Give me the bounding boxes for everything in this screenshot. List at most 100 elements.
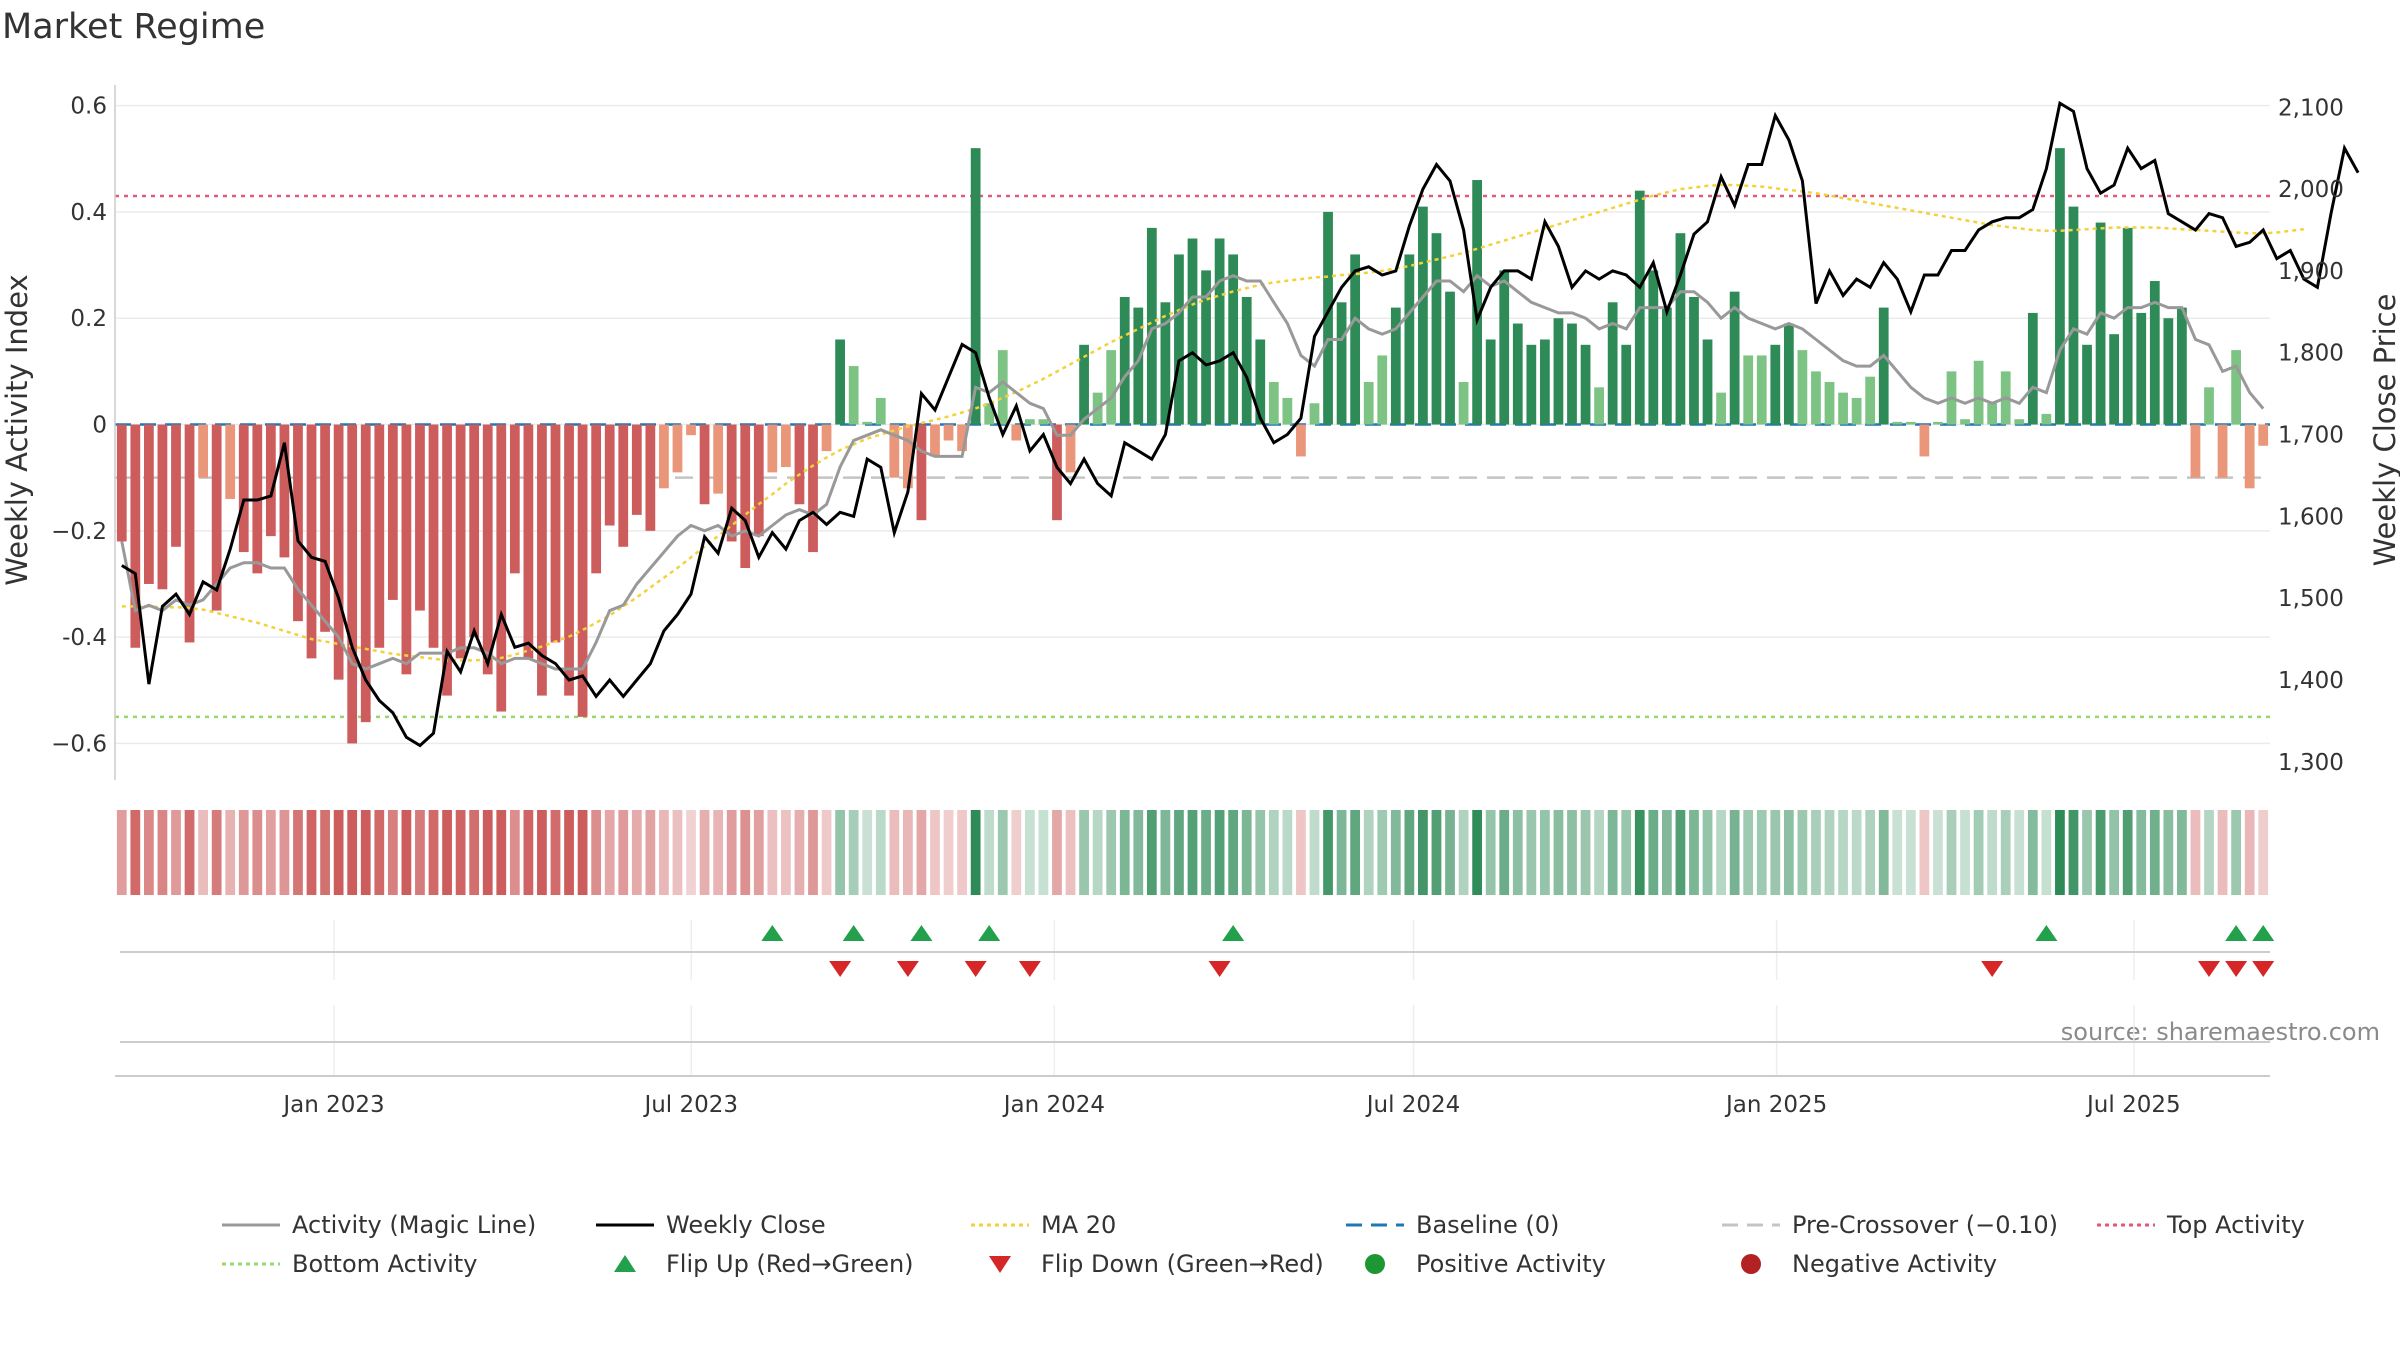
regime-cell <box>1079 810 1089 895</box>
flip-down-marker <box>1208 961 1231 977</box>
regime-cell <box>1756 810 1767 895</box>
regime-cell <box>930 810 940 895</box>
activity-bar <box>2217 424 2228 478</box>
activity-bar <box>645 424 656 531</box>
activity-bar <box>1702 339 1713 425</box>
regime-cell <box>1838 810 1848 895</box>
activity-bars <box>116 148 2269 744</box>
activity-bar <box>1201 270 1211 425</box>
regime-cell <box>862 810 873 895</box>
regime-cell <box>130 810 141 895</box>
activity-bar <box>1106 350 1117 425</box>
regime-cell <box>835 810 845 895</box>
regime-cell <box>2204 810 2214 895</box>
regime-cell <box>699 810 710 895</box>
legend-label: Bottom Activity <box>292 1250 477 1278</box>
activity-bar <box>862 421 873 425</box>
activity-bar <box>1607 302 1618 425</box>
activity-bar <box>604 424 615 526</box>
right-tick-label: 1,800 <box>2278 341 2344 367</box>
activity-bar <box>1553 318 1564 425</box>
regime-cell <box>1092 810 1103 895</box>
regime-cell <box>943 810 954 895</box>
regime-cell <box>1241 810 1252 895</box>
regime-cell <box>2000 810 2011 895</box>
activity-bar <box>1472 180 1483 425</box>
activity-bar <box>1119 296 1130 425</box>
regime-cell <box>821 810 832 895</box>
regime-cell <box>1499 810 1510 895</box>
flip-up-marker <box>978 925 1001 941</box>
flip-up-marker <box>2225 925 2248 941</box>
regime-cell <box>713 810 724 895</box>
regime-cell <box>848 810 859 895</box>
regime-cell <box>1892 810 1903 895</box>
activity-bar <box>2177 307 2187 425</box>
left-tick-label: 0.2 <box>70 306 107 332</box>
regime-cell <box>1648 810 1659 895</box>
regime-cell <box>1851 810 1862 895</box>
activity-bar <box>1255 339 1266 425</box>
regime-cell <box>184 810 195 895</box>
activity-bar <box>659 424 669 489</box>
regime-cell <box>509 810 520 895</box>
regime-cell <box>1865 810 1876 895</box>
regime-cell <box>957 810 967 895</box>
activity-bar <box>2095 222 2106 425</box>
regime-cell <box>469 810 480 895</box>
activity-bar <box>713 424 724 494</box>
activity-bar <box>781 424 791 468</box>
activity-bar <box>1973 360 1984 425</box>
activity-bar <box>1011 424 1022 441</box>
right-tick-label: 1,500 <box>2278 586 2344 612</box>
regime-cell <box>564 810 574 895</box>
activity-bar <box>1418 206 1428 425</box>
activity-bar <box>875 397 886 425</box>
regime-cell <box>645 810 656 895</box>
activity-bar <box>1309 403 1320 425</box>
legend-label: MA 20 <box>1041 1211 1116 1239</box>
regime-cell <box>1973 810 1984 895</box>
regime-cell <box>1119 810 1130 895</box>
activity-bar <box>2109 334 2120 425</box>
regime-cell <box>2068 810 2079 895</box>
activity-bar <box>320 424 330 632</box>
regime-cell <box>659 810 669 895</box>
activity-bar <box>1661 307 1672 425</box>
regime-cell <box>252 810 263 895</box>
activity-bar <box>686 424 696 436</box>
activity-bar <box>1905 421 1916 425</box>
regime-cell <box>523 810 534 895</box>
activity-bar <box>943 424 954 441</box>
regime-cell <box>2014 810 2025 895</box>
regime-cell <box>333 810 344 895</box>
activity-bar <box>1458 382 1469 425</box>
activity-bar <box>2122 227 2133 425</box>
flip-down-marker <box>2225 961 2248 977</box>
activity-bar <box>523 424 534 659</box>
activity-bar <box>387 424 398 600</box>
regime-cell <box>347 810 358 895</box>
activity-bar <box>631 424 642 515</box>
activity-bar <box>2163 318 2174 425</box>
activity-bar <box>821 424 832 452</box>
regime-cell <box>387 810 398 895</box>
activity-bar <box>225 424 236 499</box>
regime-cell <box>320 810 330 895</box>
activity-bar <box>1892 421 1903 425</box>
right-axis-title: Weekly Close Price <box>2368 294 2400 567</box>
activity-bar <box>1038 419 1049 425</box>
x-tick-label: Jul 2023 <box>642 1092 738 1118</box>
regime-cell <box>1811 810 1821 895</box>
regime-cell <box>1553 810 1564 895</box>
regime-cell <box>984 810 995 895</box>
activity-bar <box>1499 270 1510 425</box>
activity-bar <box>1146 227 1157 425</box>
regime-cell <box>198 810 208 895</box>
regime-cell <box>1783 810 1794 895</box>
regime-cell <box>1011 810 1022 895</box>
legend-label: Weekly Close <box>666 1211 826 1239</box>
regime-cell <box>1675 810 1686 895</box>
activity-bar <box>1933 421 1943 425</box>
activity-bar <box>333 424 344 680</box>
